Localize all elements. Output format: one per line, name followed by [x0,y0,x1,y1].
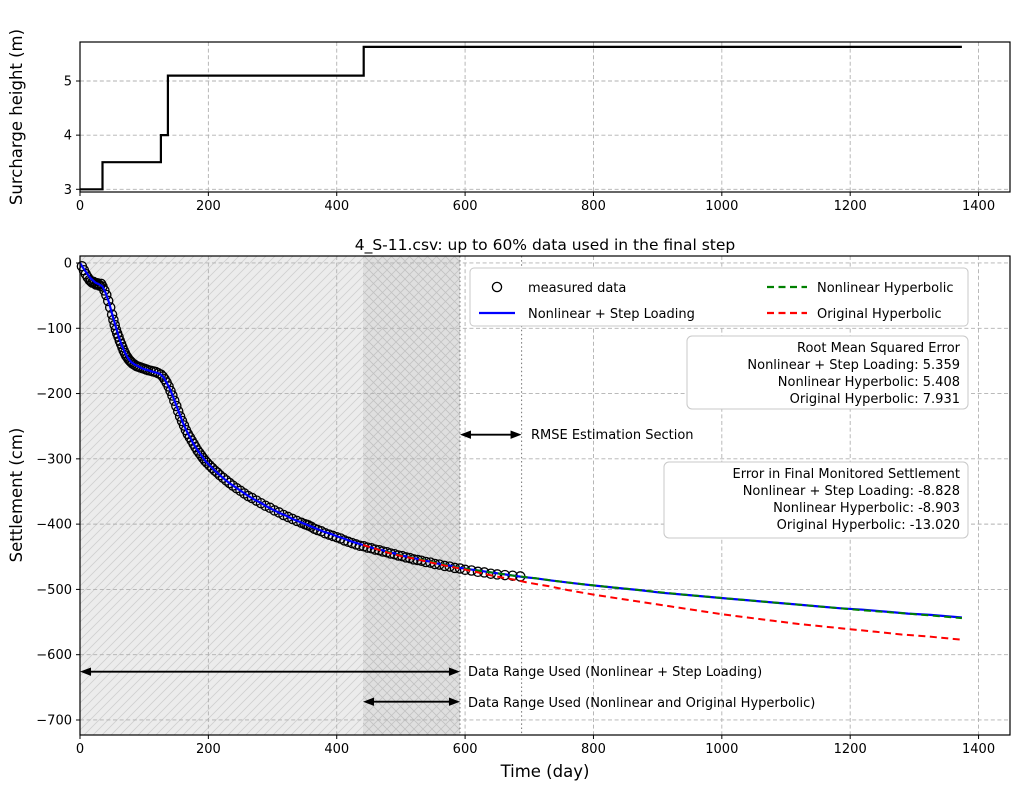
measured-data-point [172,405,184,417]
measured-data-point [212,467,223,478]
rmse-box-frame [686,335,969,410]
rmse-section-label: RMSE Estimation Section [531,428,694,443]
measured-data-point [101,289,112,301]
settlement-xtick-label: 1000 [705,742,738,757]
settlement-ytick-label: 0 [64,256,72,271]
measured-data-point [192,445,203,456]
range-hyperbolic-label: Data Range Used (Nonlinear and Original … [468,696,815,711]
measured-data-point [171,400,182,412]
rmse-original-hyperbolic-value: Original Hyperbolic: 7.931 [790,392,960,407]
range-step-loading-arrow-right-head [448,667,460,676]
legend-label-measured: measured data [528,281,626,296]
measured-data-point [99,285,110,296]
rmse-section-arrow-left-head [459,430,471,439]
range-step-loading-arrow-left-head [80,667,91,676]
measured-data-point [174,411,186,422]
legend-label-step-loading: Nonlinear + Step Loading [528,307,695,322]
surcharge-xtick-label: 1000 [705,199,738,214]
surcharge-xtick-label: 0 [76,199,84,214]
error-box-frame [663,461,969,539]
original-hyperbolic-fit-line [362,544,962,641]
settlement-ytick-label: −300 [36,452,72,467]
legend: measured data Nonlinear + Step Loading N… [469,267,969,327]
time-xlabel: Time (day) [500,762,590,781]
range-hyperbolic-arrow-left-head [363,697,375,706]
rmse-nonlinear-hyperbolic-value: Nonlinear Hyperbolic: 5.408 [778,375,960,390]
rmse-section-arrow-right-head [510,430,522,439]
settlement-plot: 0 200 400 600 800 1000 1200 1400 0 −100 −200 −300 −4… [36,255,1011,757]
measured-data-point [102,295,114,307]
settlement-xtick-label: 0 [76,742,84,757]
settlement-xtick-label: 400 [324,742,349,757]
legend-box [469,267,969,327]
surcharge-plot-border [79,41,1011,193]
settlement-xtick-label: 800 [581,742,606,757]
settlement-ytick-label: −100 [36,322,72,337]
rmse-box-title: Root Mean Squared Error [797,341,961,356]
surcharge-xtick-label: 1400 [962,199,995,214]
surcharge-xtick-label: 400 [324,199,349,214]
measured-data-point [157,371,169,382]
surcharge-ylabel: Surcharge height (m) [7,29,26,205]
surcharge-ytick-label: 4 [64,129,72,144]
surcharge-ytick-label: 5 [64,74,72,89]
legend-marker-measured [491,281,503,293]
settlement-title: 4_S-11.csv: up to 60% data used in the f… [355,236,736,255]
error-nonlinear-hyperbolic-value: Nonlinear Hyperbolic: -8.903 [773,501,960,516]
error-box-title: Error in Final Monitored Settlement [733,467,960,482]
settlement-ylabel: Settlement (cm) [7,428,26,563]
surcharge-xtick-label: 800 [581,199,606,214]
measured-data-point [224,477,235,489]
legend-label-original-hyperbolic: Original Hyperbolic [817,307,942,322]
rmse-step-loading-value: Nonlinear + Step Loading: 5.359 [747,358,960,373]
settlement-plot-border [79,255,1011,736]
settlement-xtick-label: 1200 [834,742,867,757]
surcharge-plot: 0 200 400 600 800 1000 1200 1400 3 4 5 [64,41,1011,214]
surcharge-ytick-label: 3 [64,183,72,198]
surcharge-xtick-label: 200 [196,199,221,214]
measured-data-point [217,472,229,484]
settlement-ytick-label: −600 [36,648,72,663]
settlement-ytick-label: −700 [36,713,72,728]
measured-data-point [305,521,317,532]
error-original-hyperbolic-value: Original Hyperbolic: -13.020 [777,518,960,533]
range-step-loading-label: Data Range Used (Nonlinear + Step Loadin… [468,665,762,680]
surcharge-step-line [80,45,962,191]
final-error-annotation-box: Error in Final Monitored Settlement Nonl… [663,461,969,539]
measured-data-point [169,395,180,406]
measured-data-point [123,354,135,365]
measured-data-point [194,447,205,459]
measured-data-point [165,385,176,397]
measured-data-point [214,469,226,481]
settlement-xtick-label: 200 [196,742,221,757]
rmse-annotation-box: Root Mean Squared Error Nonlinear + Step… [686,335,969,410]
error-step-loading-value: Nonlinear + Step Loading: -8.828 [743,484,960,499]
legend-label-nonlinear-hyperbolic: Nonlinear Hyperbolic [817,281,953,296]
settlement-ytick-label: −500 [36,583,72,598]
measured-data-point [178,420,190,431]
settlement-ytick-label: −200 [36,387,72,402]
surcharge-xtick-label: 1200 [834,199,867,214]
settlement-xtick-label: 600 [453,742,478,757]
measured-data-point [221,475,232,486]
range-hyperbolic-arrow-right-head [448,697,460,706]
measured-data-point [167,390,178,401]
settlement-ytick-label: −400 [36,518,72,533]
hyperbolic-data-range-hatch [363,256,460,735]
settlement-xtick-label: 1400 [962,742,995,757]
surcharge-xtick-label: 600 [453,199,478,214]
measured-data-point [92,277,103,289]
